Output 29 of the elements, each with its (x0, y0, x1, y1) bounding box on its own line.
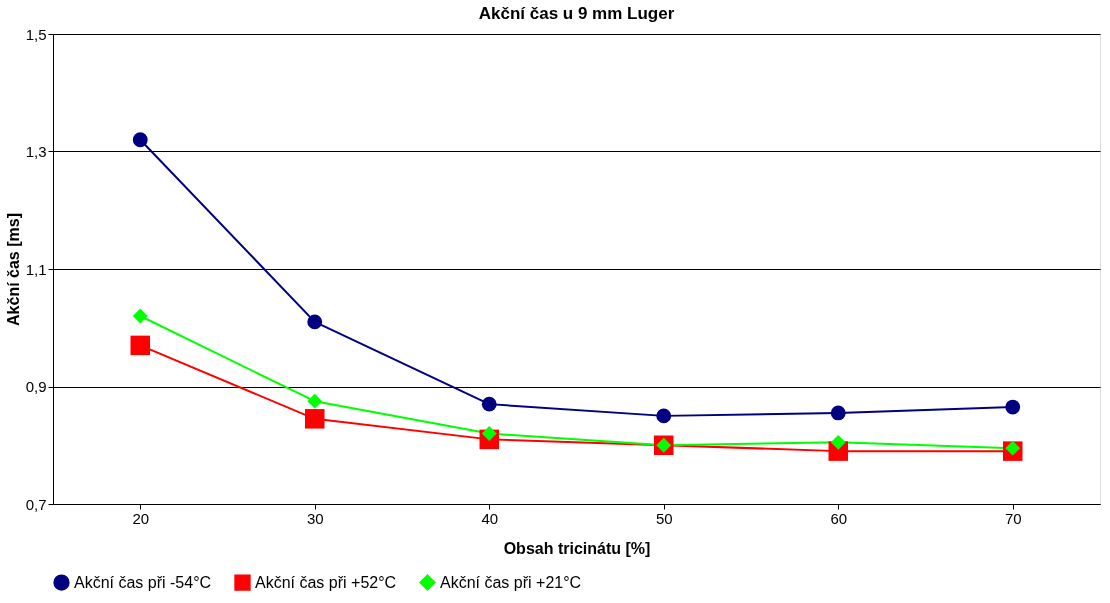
y-tick-label: 0,9 (25, 378, 47, 395)
point (830, 405, 846, 421)
point (830, 434, 846, 450)
point (130, 335, 150, 356)
x-tick-label: 70 (1004, 509, 1022, 527)
y-axis-title: Akční čas [ms] (4, 213, 22, 326)
point (307, 393, 323, 409)
x-tick-label: 20 (132, 509, 150, 527)
point (132, 308, 148, 324)
legend-label: Akční čas při +52°C (255, 573, 397, 591)
point (1005, 399, 1021, 415)
x-tick-label: 40 (481, 509, 499, 527)
y-tick-label: 0,7 (25, 495, 47, 513)
point (656, 408, 672, 424)
y-tick-label: 1,3 (25, 143, 47, 160)
x-axis-title: Obsah tricinátu [%] (503, 539, 651, 557)
legend-label: Akční čas při +21°C (440, 573, 582, 591)
chart-title: Akční čas u 9 mm Luger (478, 4, 675, 23)
y-tick-label: 1,1 (25, 260, 47, 278)
point (481, 396, 497, 412)
point (305, 409, 325, 429)
x-tick-label: 30 (306, 509, 324, 527)
point (1005, 440, 1021, 456)
y-tick-label: 1,5 (25, 25, 47, 43)
legend-label: Akční čas při -54°C (74, 573, 212, 591)
x-tick-label: 60 (830, 509, 848, 527)
point (307, 314, 323, 330)
x-tick-label: 50 (655, 509, 673, 527)
point (132, 132, 148, 148)
